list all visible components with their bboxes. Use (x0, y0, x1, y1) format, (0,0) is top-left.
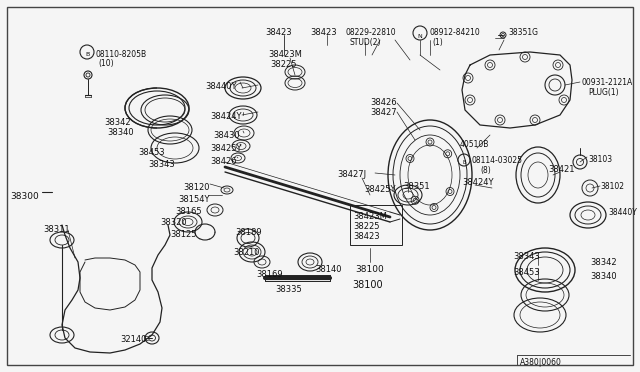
Text: 38165: 38165 (175, 207, 202, 216)
Text: 08912-84210: 08912-84210 (430, 28, 481, 37)
Text: 38453: 38453 (138, 148, 164, 157)
Text: A380|0060: A380|0060 (520, 358, 562, 367)
Text: 38427J: 38427J (337, 170, 366, 179)
Text: 38210: 38210 (233, 248, 259, 257)
Text: 38440Y: 38440Y (608, 208, 637, 217)
Text: 38320: 38320 (160, 218, 187, 227)
Text: 38426: 38426 (370, 98, 397, 107)
Text: 08229-22810: 08229-22810 (345, 28, 396, 37)
Text: 38425Y: 38425Y (364, 185, 396, 194)
Text: B: B (85, 52, 89, 58)
Text: 38225: 38225 (270, 60, 296, 69)
Text: 38423M: 38423M (268, 50, 302, 59)
Text: 38453: 38453 (513, 268, 540, 277)
Text: 38421: 38421 (548, 165, 575, 174)
Text: 38351G: 38351G (508, 28, 538, 37)
Text: 38423: 38423 (265, 28, 292, 37)
Text: PLUG(1): PLUG(1) (588, 88, 619, 97)
Text: 38423: 38423 (310, 28, 337, 37)
Text: B: B (462, 160, 466, 166)
Text: 38423M: 38423M (353, 212, 387, 221)
Text: 38340: 38340 (590, 272, 616, 281)
Text: 38340: 38340 (107, 128, 134, 137)
Text: 38335: 38335 (275, 285, 301, 294)
Text: 32140: 32140 (120, 335, 147, 344)
Text: 38125: 38125 (170, 230, 196, 239)
Text: (10): (10) (98, 59, 114, 68)
Text: 38189: 38189 (235, 228, 262, 237)
Text: 38120: 38120 (183, 183, 209, 192)
Text: 38102: 38102 (600, 182, 624, 191)
Text: 00931-2121A: 00931-2121A (582, 78, 633, 87)
Text: 38351: 38351 (403, 182, 429, 191)
Text: (8): (8) (480, 166, 491, 175)
Text: 38103: 38103 (588, 155, 612, 164)
Text: STUD(2): STUD(2) (350, 38, 381, 47)
Text: 38311: 38311 (43, 225, 70, 234)
Text: 38423: 38423 (353, 232, 380, 241)
Text: 38424Y: 38424Y (210, 112, 241, 121)
Text: 38169: 38169 (256, 270, 283, 279)
Text: 38343: 38343 (148, 160, 175, 169)
Text: 40510B: 40510B (460, 140, 490, 149)
Text: 38225: 38225 (353, 222, 380, 231)
Text: 38426: 38426 (210, 157, 237, 166)
Text: N: N (418, 33, 422, 38)
Text: 08114-03025: 08114-03025 (472, 156, 523, 165)
Text: 38154Y: 38154Y (178, 195, 209, 204)
Text: 38100: 38100 (355, 265, 384, 274)
Text: 38440Y: 38440Y (205, 82, 237, 91)
Text: 38342: 38342 (590, 258, 616, 267)
Text: 38342: 38342 (104, 118, 131, 127)
Text: 38300: 38300 (10, 192, 39, 201)
Bar (350, 205, 402, 245)
Text: 38427: 38427 (370, 108, 397, 117)
Text: 08110-8205B: 08110-8205B (96, 50, 147, 59)
Text: 38425Y: 38425Y (210, 144, 241, 153)
Text: 38100: 38100 (352, 280, 383, 290)
Text: 38430: 38430 (213, 131, 239, 140)
Text: (1): (1) (432, 38, 443, 47)
Text: 38343: 38343 (513, 252, 540, 261)
Text: 38140: 38140 (315, 265, 342, 274)
Text: 38424Y: 38424Y (462, 178, 493, 187)
